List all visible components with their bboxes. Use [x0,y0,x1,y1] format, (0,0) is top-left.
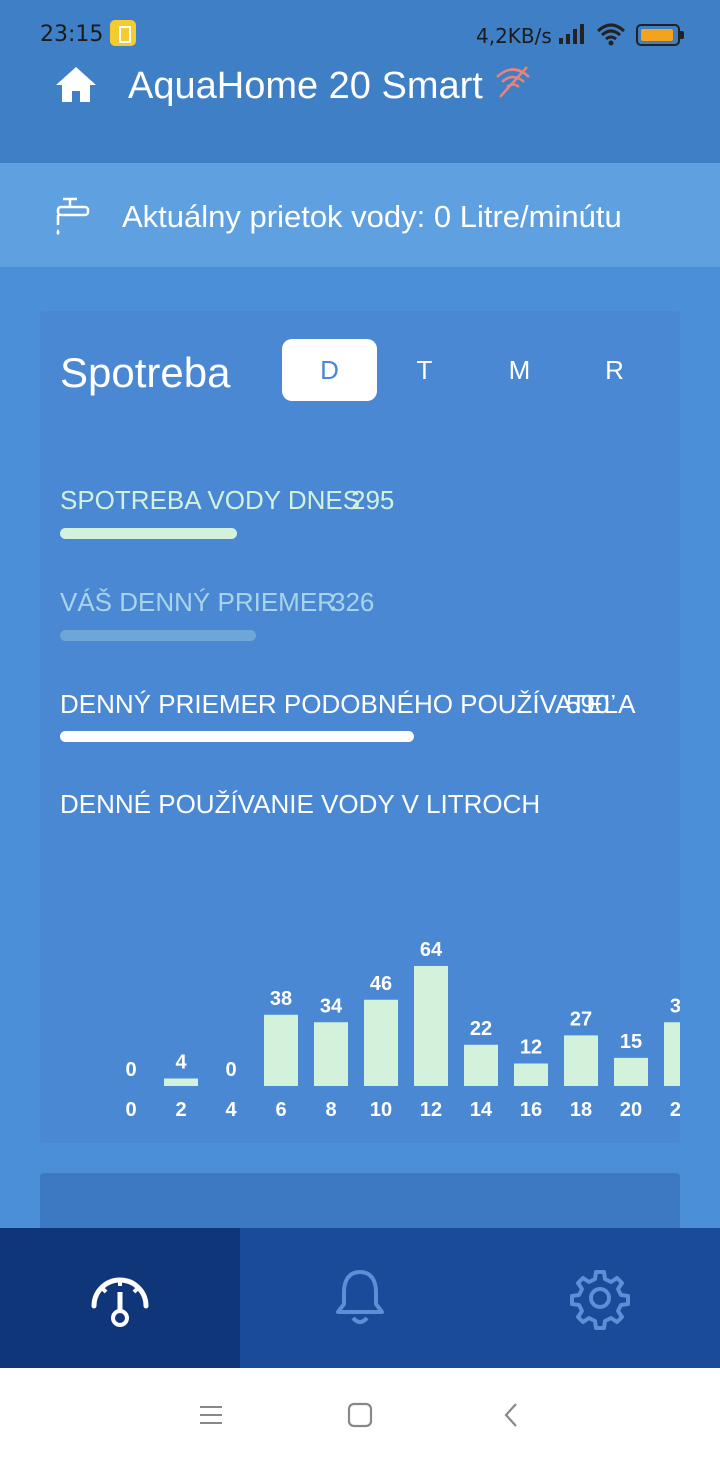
menu-icon[interactable] [196,1400,226,1430]
home-icon[interactable] [54,64,98,104]
nav-settings[interactable] [480,1228,720,1368]
chart-tick-label: 6 [275,1099,286,1121]
tab-week[interactable]: T [416,355,433,385]
chart-value-label: 64 [420,939,443,961]
home-square-icon[interactable] [345,1400,375,1430]
chart-bar [514,1063,548,1086]
chart-tick-label: 12 [420,1099,442,1121]
chart-tick-label: 18 [570,1099,592,1121]
battery-icon [636,24,684,46]
app-bar: AquaHome 20 Smart [0,64,720,163]
chart-tick-label: 8 [325,1099,336,1121]
network-speed: 4,2KB/s [476,24,552,48]
chart-tick-label: 20 [620,1099,642,1121]
chart-value-label: 0 [125,1059,136,1081]
tab-month[interactable]: M [508,355,531,385]
wifi-off-icon [496,66,530,98]
chart-bar [364,999,398,1086]
water-flow-banner: Aktuálny prietok vody: 0 Litre/minútu [0,163,720,267]
chart-tick-label: 22 [670,1099,680,1121]
app-title: AquaHome 20 Smart [128,65,483,107]
consumption-card: Spotreba D T M R SPOTREBA VODY DNES 295 … [40,311,680,1143]
chart-tick-label: 0 [125,1099,136,1121]
flow-text: Aktuálny prietok vody: 0 Litre/minútu [122,199,622,234]
chart-value-label: 34 [320,995,343,1017]
chart-value-label: 34 [670,995,680,1017]
chart-bar [414,966,448,1086]
chart-tick-label: 16 [520,1099,542,1121]
tab-year[interactable]: R [605,355,624,385]
tap-icon [56,197,90,235]
chart-tick-label: 14 [470,1099,493,1121]
chart-value-label: 12 [520,1037,542,1059]
gear-icon [570,1270,630,1330]
chart-value-label: 4 [175,1052,187,1074]
wifi-icon [596,23,626,46]
metric-today-label: SPOTREBA VODY DNES [60,485,361,515]
chart-value-label: 15 [620,1031,642,1053]
metric-average-label: VÁŠ DENNÝ PRIEMER [60,587,336,617]
chart-value-label: 38 [270,988,292,1010]
status-bar: 23:15 4,2KB/s [0,0,720,64]
chart-value-label: 46 [370,973,392,995]
chart-bar [664,1022,680,1086]
chart-value-label: 27 [570,1008,592,1030]
bottom-nav [0,1228,720,1368]
bell-icon [336,1270,384,1324]
consumption-title: Spotreba [60,349,231,396]
chart-bar [614,1057,648,1086]
chart-bar [164,1078,198,1086]
chart-bar [314,1022,348,1086]
chart-tick-label: 4 [225,1099,237,1121]
chart-tick-label: 2 [175,1099,186,1121]
metric-similar-value: 590 [566,689,610,719]
metric-average-bar [60,630,256,641]
metric-average-value: 326 [331,587,375,617]
status-time: 23:15 [40,22,104,47]
back-icon[interactable] [496,1400,526,1430]
daily-usage-chart: 0042043863484610641222141216271815203422 [125,939,680,1121]
chart-value-label: 0 [225,1059,236,1081]
chart-bar [564,1035,598,1086]
metric-today-bar [60,528,237,539]
signal-icon [559,24,584,44]
metric-today-value: 295 [351,485,395,515]
battery-saver-icon [110,20,136,46]
metric-similar-label: DENNÝ PRIEMER PODOBNÉHO POUŽÍVATEĽA [60,689,636,719]
chart-bar [464,1044,498,1086]
chart-title: DENNÉ POUŽÍVANIE VODY V LITROCH [60,789,541,819]
chart-value-label: 22 [470,1018,492,1040]
system-nav-bar [0,1368,720,1464]
gauge-icon [91,1277,149,1327]
nav-dashboard[interactable] [0,1228,240,1368]
chart-tick-label: 10 [370,1099,392,1121]
nav-notifications[interactable] [240,1228,480,1368]
metric-similar-bar [60,731,414,742]
chart-bar [264,1014,298,1086]
tab-day[interactable]: D [282,339,377,401]
